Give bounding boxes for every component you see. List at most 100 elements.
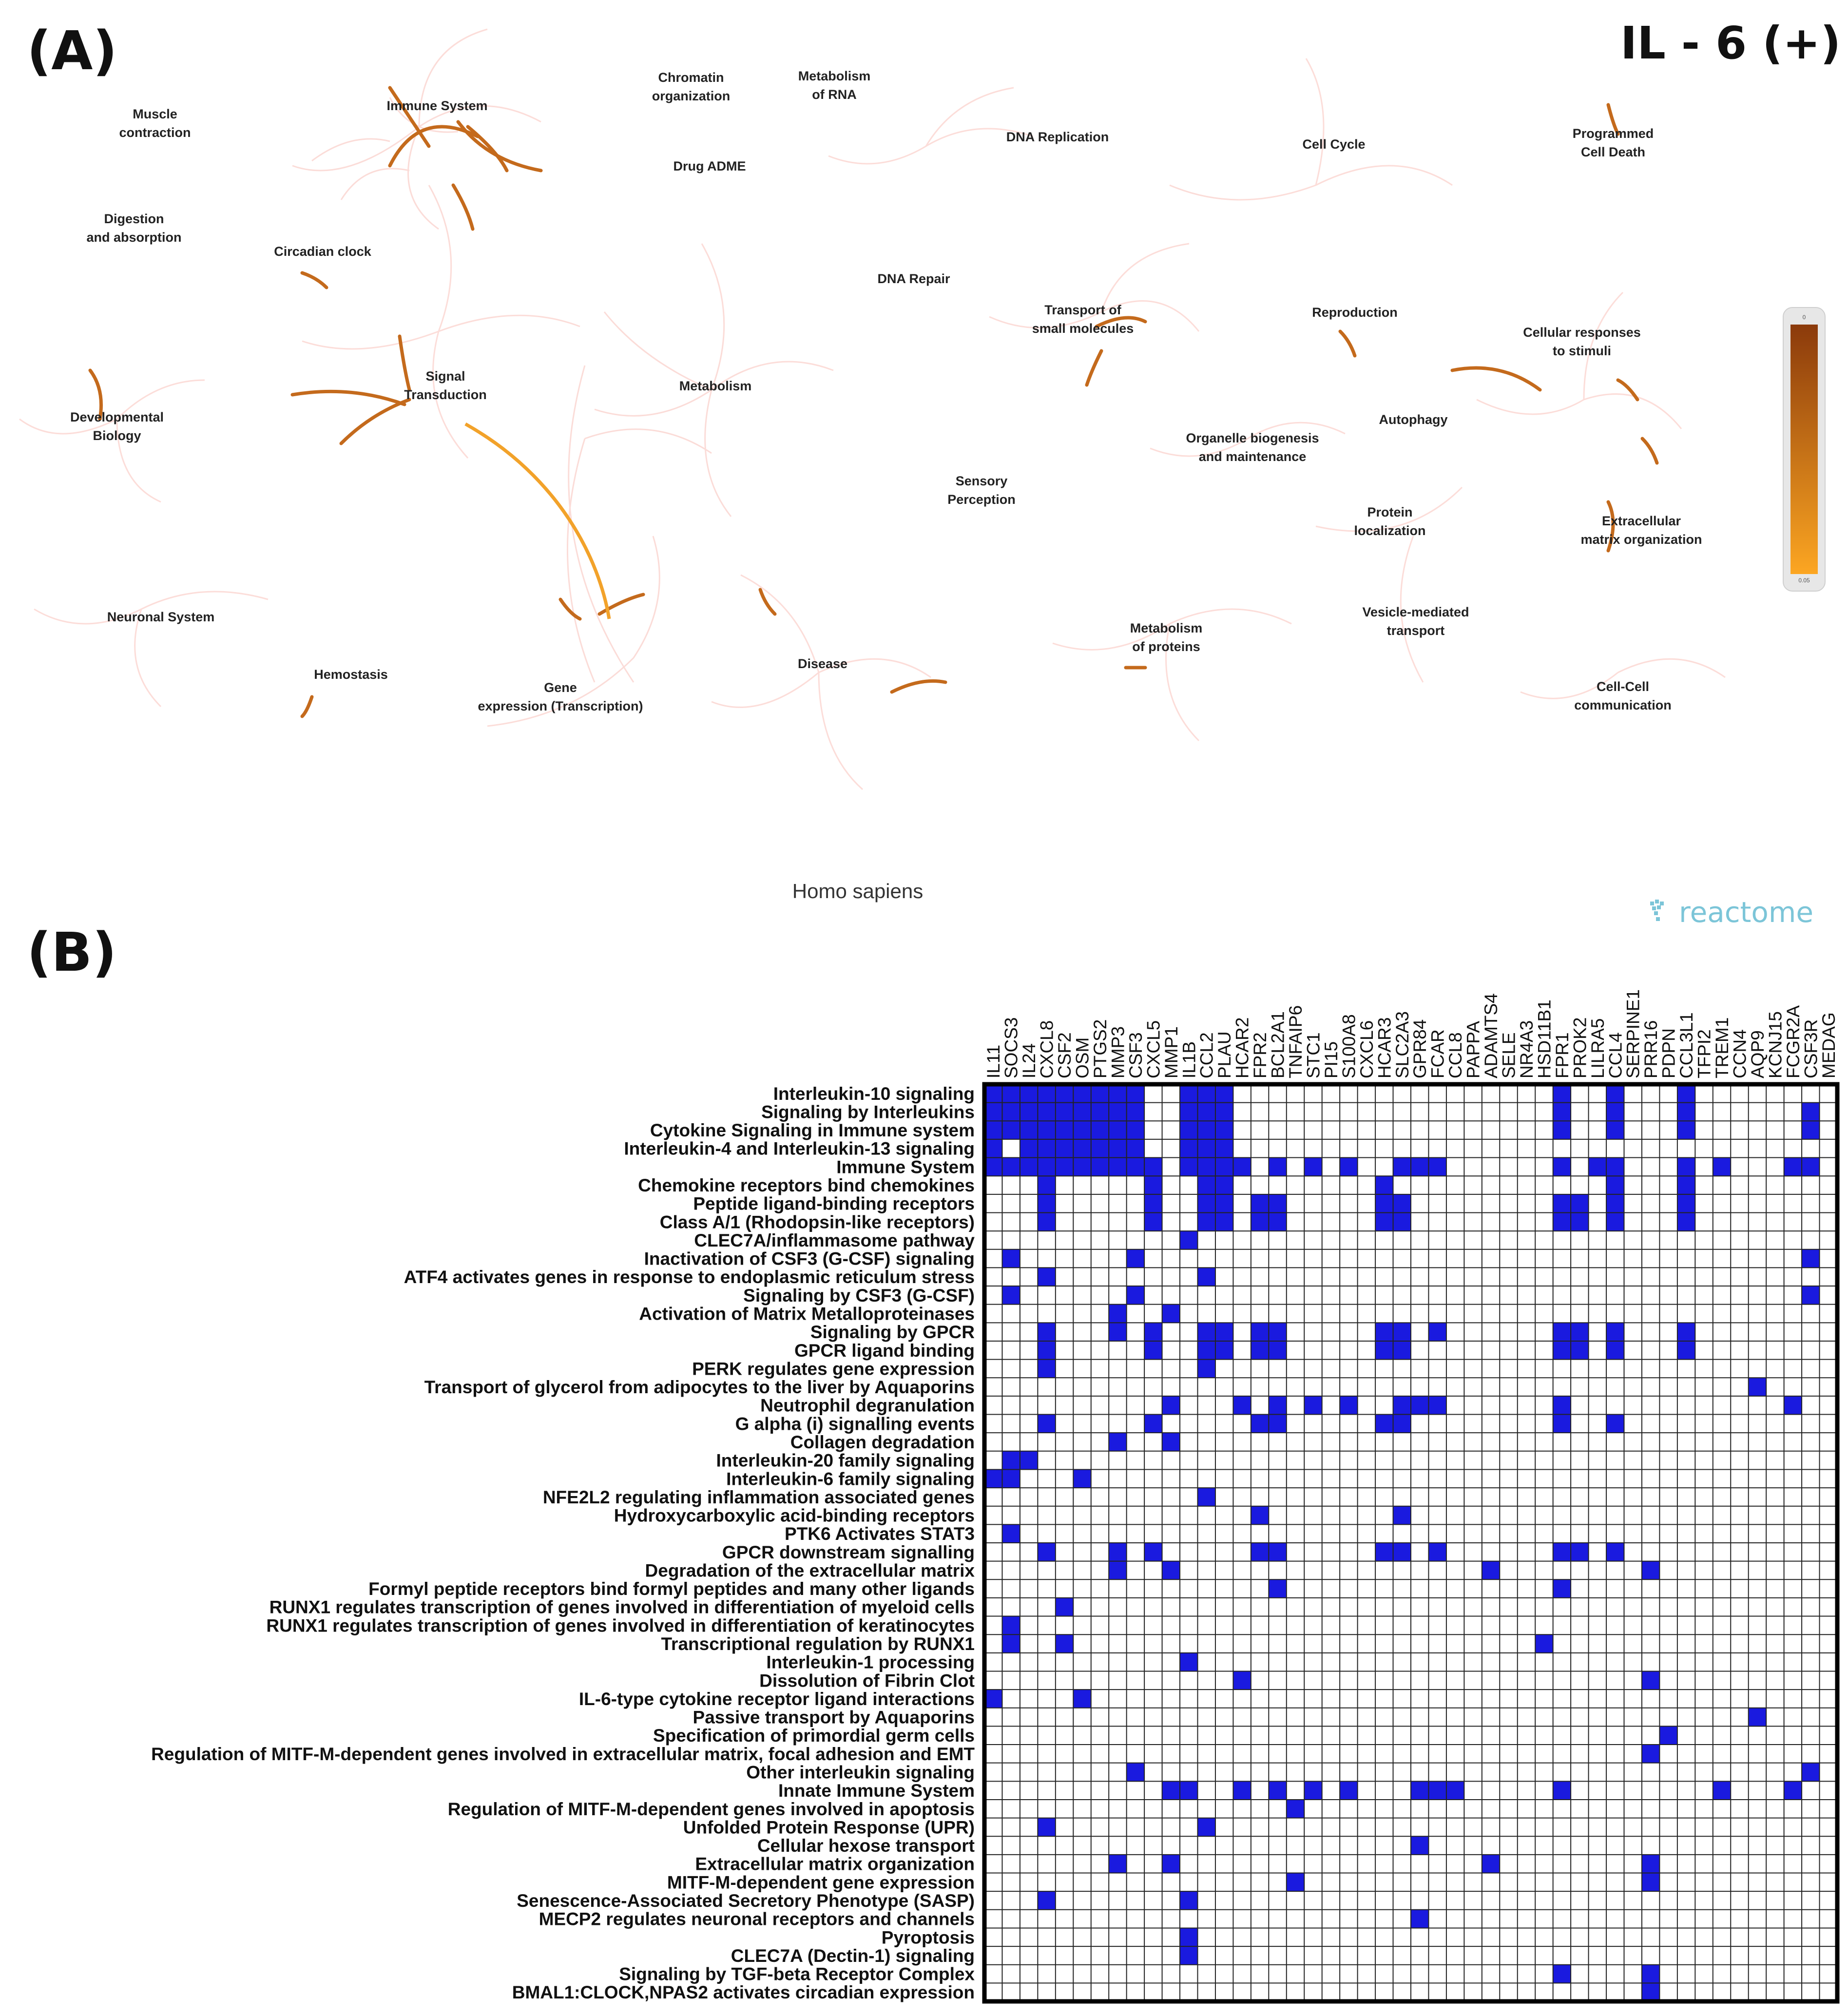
node-cell-cycle[interactable]: Cell Cycle — [1302, 137, 1366, 152]
node-circadian-clock[interactable]: Circadian clock — [274, 244, 371, 259]
heatmap-cell — [1055, 1157, 1074, 1176]
heatmap-cell — [1091, 1102, 1109, 1121]
row-label: Unfolded Protein Response (UPR) — [683, 1817, 975, 1837]
heatmap-cell — [1109, 1543, 1127, 1561]
faint-pathway-tree — [19, 28, 1726, 790]
heatmap-cell — [1269, 1396, 1287, 1415]
heatmap-cell — [1002, 1451, 1020, 1470]
node-metabolism-of-proteins[interactable]: Metabolism of proteins — [1130, 621, 1203, 654]
heatmap-cell — [1180, 1928, 1198, 1947]
node-drug-adme[interactable]: Drug ADME — [673, 159, 746, 173]
node-developmental-biology[interactable]: Developmental Biology — [70, 410, 164, 443]
heatmap-cell — [1233, 1781, 1251, 1800]
node-vesicle-mediated-transport[interactable]: Vesicle-mediated transport — [1362, 605, 1469, 638]
column-label: FCAR — [1428, 1029, 1448, 1078]
heatmap-cell — [1802, 1249, 1820, 1268]
heatmap-cell — [1038, 1359, 1056, 1378]
node-metabolism-of-rna[interactable]: Metabolism of RNA — [798, 69, 871, 102]
column-label: PTGS2 — [1090, 1019, 1110, 1078]
heatmap-cell — [1091, 1139, 1109, 1158]
column-label: NR4A3 — [1517, 1020, 1537, 1078]
heatmap-cell — [1233, 1671, 1251, 1690]
row-label: NFE2L2 regulating inflammation associate… — [543, 1487, 975, 1507]
node-cellular-responses[interactable]: Cellular responses to stimuli — [1523, 325, 1641, 358]
heatmap-cell — [1286, 1873, 1305, 1892]
heatmap-cell — [1340, 1157, 1358, 1176]
heatmap-cell — [1553, 1341, 1571, 1360]
heatmap-cell — [1073, 1084, 1091, 1103]
row-label: Dissolution of Fibrin Clot — [759, 1670, 975, 1690]
row-label: Interleukin-10 signaling — [773, 1084, 975, 1104]
node-cell-cell-communication[interactable]: Cell-Cell communication — [1574, 679, 1672, 712]
node-sensory-perception[interactable]: Sensory Perception — [947, 474, 1016, 507]
heatmap-cell — [1091, 1157, 1109, 1176]
heatmap-cell — [1091, 1121, 1109, 1139]
node-disease[interactable]: Disease — [797, 656, 848, 671]
node-organelle-biogenesis[interactable]: Organelle biogenesis and maintenance — [1186, 431, 1319, 464]
heatmap-cell — [1802, 1763, 1820, 1782]
row-label: Innate Immune System — [778, 1781, 975, 1801]
column-label: S100A8 — [1339, 1014, 1359, 1078]
heatmap-cell — [1162, 1304, 1180, 1323]
row-label: Pyroptosis — [882, 1927, 975, 1947]
node-reproduction[interactable]: Reproduction — [1312, 305, 1398, 320]
row-label: Regulation of MITF-M-dependent genes inv… — [151, 1744, 975, 1764]
heatmap-cell — [1251, 1543, 1269, 1561]
row-label: CLEC7A (Dectin-1) signaling — [731, 1946, 975, 1966]
heatmap-cell — [1393, 1414, 1411, 1433]
heatmap-cell — [1126, 1249, 1145, 1268]
heatmap-cell — [1197, 1157, 1215, 1176]
row-label: MECP2 regulates neuronal receptors and c… — [539, 1909, 975, 1929]
heatmap-cell — [1606, 1176, 1624, 1194]
heatmap-cell — [1393, 1323, 1411, 1341]
heatmap-cell — [1251, 1506, 1269, 1525]
column-label: IL11 — [983, 1045, 1003, 1078]
column-label: IL24 — [1019, 1043, 1039, 1078]
heatmap-cell — [1375, 1543, 1393, 1561]
heatmap-cell — [1002, 1121, 1020, 1139]
heatmap-cell — [1411, 1836, 1429, 1855]
heatmap-cell — [984, 1690, 1002, 1708]
heatmap-cell — [1197, 1102, 1215, 1121]
node-dna-repair[interactable]: DNA Repair — [877, 271, 950, 286]
node-dna-replication[interactable]: DNA Replication — [1006, 130, 1109, 144]
heatmap-cell — [1393, 1341, 1411, 1360]
row-label: Signaling by Interleukins — [761, 1102, 975, 1122]
node-digestion-and-absorption[interactable]: Digestion and absorption — [86, 211, 182, 245]
panel-b-label: (B) — [27, 921, 117, 983]
heatmap-cell — [1073, 1469, 1091, 1488]
column-label: SERPINE1 — [1623, 989, 1643, 1078]
heatmap-cell — [984, 1139, 1002, 1158]
node-immune-system[interactable]: Immune System — [386, 98, 488, 113]
node-transport-of-small-molecules[interactable]: Transport of small molecules — [1032, 303, 1134, 336]
heatmap-cell — [1411, 1909, 1429, 1928]
reactome-logo-icon — [1650, 900, 1664, 921]
column-label: CSF2 — [1055, 1032, 1075, 1078]
node-gene-expression[interactable]: Gene expression (Transcription) — [478, 680, 643, 713]
node-extracellular-matrix-organization[interactable]: Extracellular matrix organization — [1580, 514, 1702, 547]
column-label: TREM1 — [1712, 1018, 1732, 1078]
heatmap-cell — [1197, 1818, 1215, 1837]
heatmap-cell — [1038, 1102, 1056, 1121]
heatmap-cell — [1802, 1102, 1820, 1121]
node-autophagy[interactable]: Autophagy — [1379, 412, 1448, 427]
node-signal-transduction[interactable]: Signal Transduction — [404, 369, 487, 402]
node-protein-localization[interactable]: Protein localization — [1354, 505, 1426, 538]
heatmap-cell — [1055, 1102, 1074, 1121]
heatmap-cell — [1055, 1597, 1074, 1616]
heatmap-cell — [1197, 1176, 1215, 1194]
node-neuronal-system[interactable]: Neuronal System — [107, 610, 215, 624]
heatmap-cell — [1641, 1745, 1660, 1763]
node-muscle-contraction[interactable]: Muscle contraction — [119, 107, 191, 140]
heatmap-cell — [1641, 1854, 1660, 1873]
node-hemostasis[interactable]: Hemostasis — [314, 667, 388, 682]
heatmap-cell — [1020, 1451, 1038, 1470]
heatmap-cell — [1038, 1891, 1056, 1910]
node-programmed-cell-death[interactable]: Programmed Cell Death — [1572, 126, 1654, 159]
node-metabolism[interactable]: Metabolism — [679, 379, 752, 393]
node-chromatin-organization[interactable]: Chromatin organization — [652, 70, 731, 103]
heatmap-cell — [1197, 1323, 1215, 1341]
column-label: CCL3L1 — [1676, 1012, 1696, 1078]
row-label: CLEC7A/inflammasome pathway — [694, 1230, 975, 1250]
heatmap-cell — [1126, 1102, 1145, 1121]
